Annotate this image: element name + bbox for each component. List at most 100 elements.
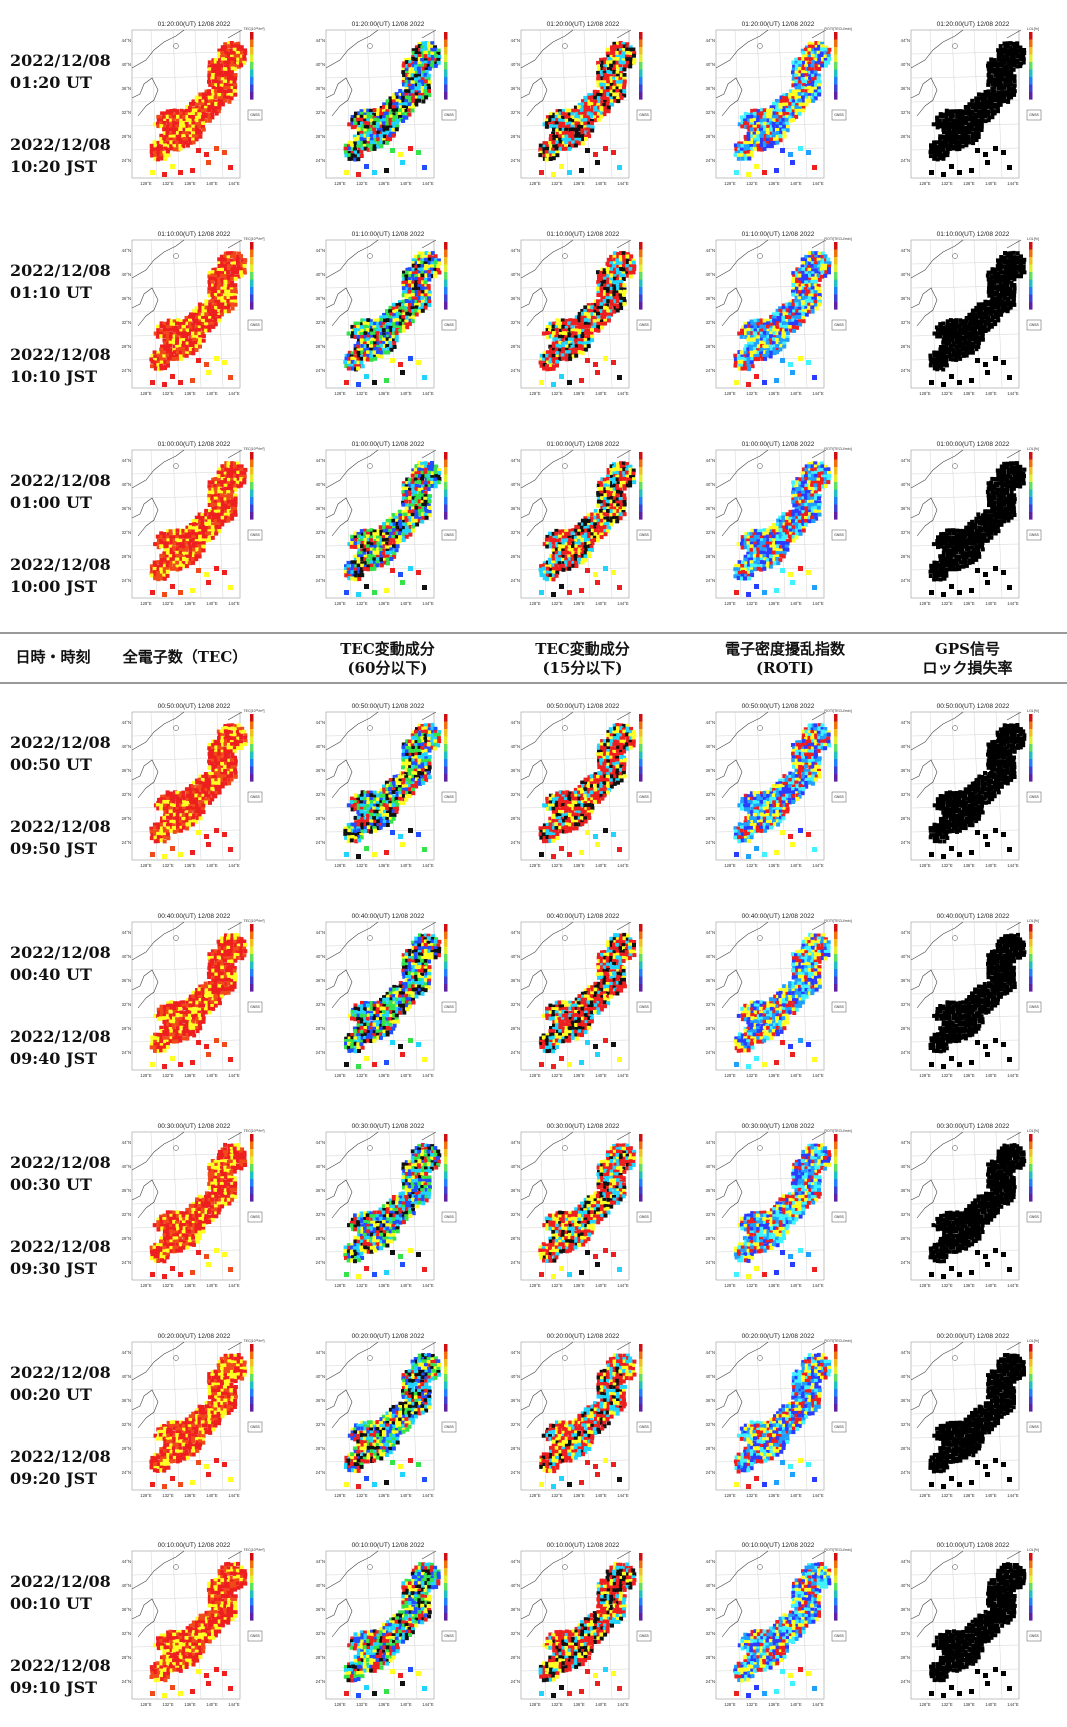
colorbar-swatch [834, 77, 838, 85]
data-cell [230, 74, 234, 79]
data-cell [207, 328, 212, 333]
data-cell [963, 118, 968, 123]
colorbar-swatch [444, 287, 448, 295]
data-cell [207, 305, 212, 310]
data-cell [372, 380, 377, 385]
data-cell [756, 327, 761, 332]
data-cell [752, 331, 757, 336]
data-cell [1002, 60, 1007, 65]
data-cell [941, 147, 946, 152]
data-cell [811, 77, 816, 81]
map-title: 01:10:00(UT) 12/08 2022 [547, 231, 620, 238]
data-cell [746, 327, 751, 332]
data-cell [404, 293, 409, 298]
data-cell [165, 551, 170, 556]
data-cell [158, 564, 163, 569]
data-cell [616, 45, 621, 50]
data-cell [207, 60, 212, 65]
data-cell [229, 513, 234, 518]
data-cell [599, 277, 604, 282]
data-cell [356, 157, 361, 162]
data-cell [986, 302, 991, 307]
data-cell [939, 328, 943, 333]
data-cell [398, 96, 403, 100]
data-cell [181, 545, 186, 550]
data-cell [795, 283, 800, 288]
data-cell [807, 80, 812, 85]
data-cell [797, 106, 802, 111]
data-cell [794, 79, 799, 84]
data-cell [746, 137, 751, 142]
data-cell [807, 296, 812, 301]
data-cell [1005, 41, 1010, 46]
data-cell [804, 54, 809, 59]
data-cell [558, 328, 563, 333]
data-cell [344, 380, 349, 385]
data-cell [376, 115, 381, 120]
data-cell [169, 566, 174, 571]
data-cell [427, 296, 431, 301]
data-cell [800, 89, 805, 94]
data-cell [593, 101, 598, 106]
data-cell [414, 45, 419, 50]
data-cell [220, 102, 225, 107]
data-cell [545, 146, 550, 151]
data-cell [187, 541, 192, 546]
data-cell [414, 274, 419, 279]
data-cell [375, 338, 380, 343]
data-cell [948, 328, 953, 333]
data-cell [159, 366, 164, 371]
data-cell [932, 156, 937, 161]
data-cell [220, 257, 225, 262]
data-cell [596, 67, 601, 71]
data-cell [618, 60, 623, 65]
data-cell [590, 325, 595, 330]
data-cell [195, 122, 200, 127]
data-cell [344, 150, 348, 155]
data-cell [970, 122, 974, 127]
data-cell [941, 114, 946, 119]
data-cell [433, 47, 438, 52]
data-cell [551, 341, 556, 346]
data-cell [360, 350, 365, 355]
data-cell [564, 350, 569, 355]
data-cell [385, 99, 390, 104]
data-cell [603, 80, 608, 85]
data-cell [749, 141, 754, 146]
data-cell [353, 137, 358, 142]
time-gap [10, 94, 105, 134]
data-cell [175, 122, 179, 127]
data-cell [411, 261, 416, 266]
ut-time: 01:20 UT [10, 73, 92, 92]
data-cell [198, 519, 202, 524]
data-cell [188, 523, 193, 527]
data-cell [176, 118, 180, 123]
data-cell [749, 335, 754, 340]
data-cell [788, 306, 793, 310]
data-cell [551, 366, 556, 371]
data-cell [414, 51, 419, 56]
data-cell [381, 328, 386, 333]
data-cell [213, 477, 218, 481]
data-cell [960, 112, 965, 117]
data-cell [759, 328, 764, 333]
lon-tick: 144°E [422, 181, 434, 186]
data-cell [385, 344, 390, 348]
data-cell [162, 534, 167, 539]
data-cell [197, 550, 202, 555]
data-cell [197, 124, 202, 129]
data-cell [587, 337, 592, 342]
data-cell [376, 329, 380, 333]
data-cell [807, 89, 812, 94]
data-cell [797, 95, 802, 100]
data-cell [820, 63, 825, 68]
data-cell [191, 131, 195, 136]
data-cell [404, 290, 409, 295]
data-cell [771, 315, 776, 320]
data-cell [211, 58, 216, 63]
data-cell [816, 283, 821, 288]
data-cell [775, 134, 780, 139]
data-cell [414, 80, 419, 85]
data-cell [750, 137, 755, 142]
data-cell [629, 51, 634, 56]
